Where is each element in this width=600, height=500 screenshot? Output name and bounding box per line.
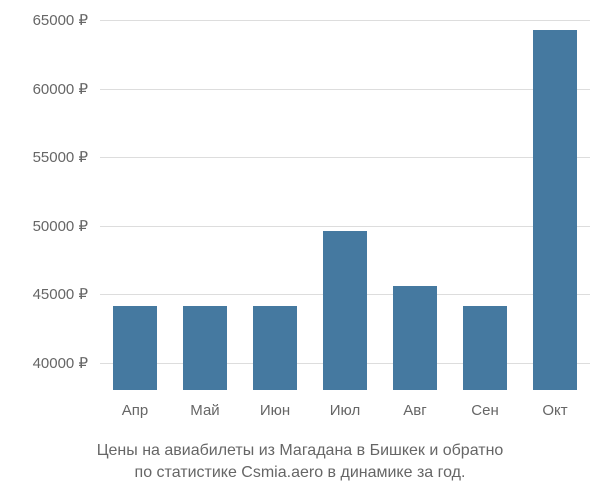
x-tick-label: Сен bbox=[471, 402, 498, 419]
x-tick-label: Окт bbox=[542, 402, 567, 419]
grid-line bbox=[100, 157, 590, 158]
bar bbox=[533, 30, 576, 390]
bar bbox=[393, 286, 436, 390]
x-tick-label: Июл bbox=[330, 402, 360, 419]
x-tick-label: Май bbox=[190, 402, 219, 419]
bar bbox=[183, 306, 226, 390]
grid-line bbox=[100, 89, 590, 90]
y-tick-label: 55000 ₽ bbox=[0, 148, 88, 166]
bar bbox=[113, 306, 156, 390]
bar bbox=[253, 306, 296, 390]
plot-area bbox=[100, 20, 590, 390]
y-tick-label: 60000 ₽ bbox=[0, 80, 88, 98]
caption-line: по статистике Csmia.aero в динамике за г… bbox=[0, 462, 600, 484]
x-tick-label: Авг bbox=[403, 402, 426, 419]
y-tick-label: 50000 ₽ bbox=[0, 217, 88, 235]
caption-line: Цены на авиабилеты из Магадана в Бишкек … bbox=[0, 440, 600, 462]
y-tick-label: 65000 ₽ bbox=[0, 11, 88, 29]
grid-line bbox=[100, 226, 590, 227]
x-tick-label: Июн bbox=[260, 402, 290, 419]
bar bbox=[323, 231, 366, 390]
price-chart: 40000 ₽ 45000 ₽ 50000 ₽ 55000 ₽ 60000 ₽ 65000… bbox=[0, 0, 600, 500]
chart-caption: Цены на авиабилеты из Магадана в Бишкек … bbox=[0, 440, 600, 483]
y-tick-label: 40000 ₽ bbox=[0, 354, 88, 372]
grid-line bbox=[100, 20, 590, 21]
y-tick-label: 45000 ₽ bbox=[0, 285, 88, 303]
bar bbox=[463, 306, 506, 390]
x-tick-label: Апр bbox=[122, 402, 148, 419]
